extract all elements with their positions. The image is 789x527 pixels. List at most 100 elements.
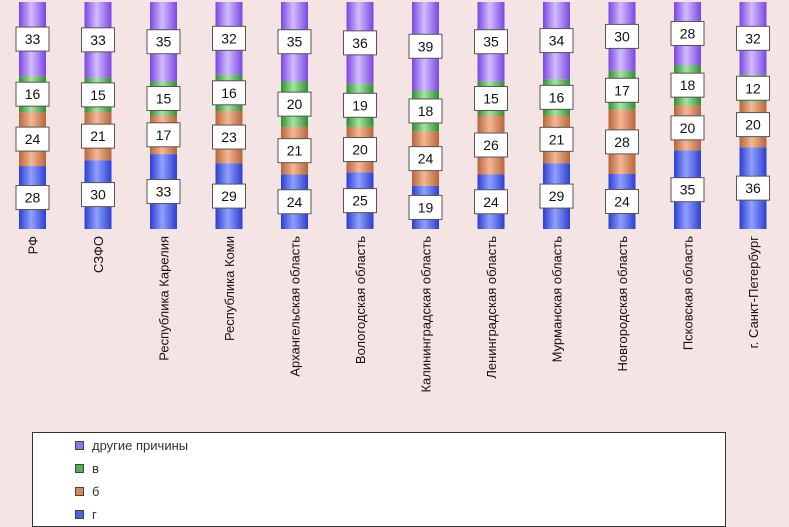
data-label: 20 [680,120,696,136]
data-label: 33 [156,184,172,200]
legend-label: другие причины [92,437,189,453]
data-label-box [146,122,181,148]
data-label: 24 [483,194,499,210]
data-label-box [736,75,770,101]
data-label: 23 [221,129,237,145]
data-label: 19 [352,97,368,113]
data-label-box [212,25,246,51]
data-label: 17 [614,82,630,98]
data-label-box [343,30,377,56]
data-label-box [474,189,508,215]
data-label: 15 [90,87,106,103]
data-label: 16 [549,89,565,105]
chart-legend: другие причины в б г [32,432,726,527]
data-label: 16 [221,85,237,101]
data-label-box [539,183,574,209]
data-label-box [670,177,705,203]
data-label: 28 [25,190,41,206]
data-label: 16 [25,86,41,102]
data-label: 32 [745,30,761,46]
data-label: 15 [483,90,499,106]
data-label: 26 [483,137,499,153]
data-label: 35 [483,34,499,50]
data-label: 20 [745,117,761,133]
legend-label: в [92,460,99,476]
data-label: 30 [90,187,106,203]
data-label-box [15,185,50,211]
data-label-box [474,29,508,55]
data-label: 32 [221,30,237,46]
legend-item-g: г [75,506,97,522]
data-label: 29 [221,188,237,204]
data-label-box [212,124,246,150]
data-label-box [736,112,770,138]
category-label: Псковская область [681,236,696,350]
data-label: 36 [352,35,368,51]
data-label-box [539,126,574,152]
data-label-box [81,182,115,208]
data-label: 39 [418,38,434,54]
data-label-box [146,85,181,111]
legend-swatch-v [75,463,84,473]
data-label: 18 [418,103,434,119]
data-label: 36 [745,180,761,196]
data-label: 21 [90,128,106,144]
data-label-box [670,72,705,98]
data-label: 28 [614,134,630,150]
data-label: 29 [549,188,565,204]
data-label-box [605,23,639,49]
data-label-box [408,146,443,172]
data-label: 24 [25,131,41,147]
data-label: 21 [287,143,303,159]
data-label-box [15,81,50,107]
data-label-box [81,82,115,108]
data-label-box [539,28,574,54]
data-label: 25 [352,193,368,209]
data-label: 12 [745,80,761,96]
category-label: Республика Коми [222,236,237,341]
data-label-box [408,33,443,59]
data-label: 24 [287,194,303,210]
data-label: 18 [680,77,696,93]
data-label: 35 [287,34,303,50]
data-label-box [474,85,508,111]
data-label: 17 [156,127,172,143]
data-label: 33 [90,32,106,48]
category-label: Калининградская область [419,236,434,393]
data-label: 35 [680,182,696,198]
data-label-box [15,26,50,52]
data-label-box [212,183,246,209]
category-label: г. Санкт-Петербург [746,236,761,349]
data-label: 30 [614,28,630,44]
category-label: РФ [26,236,41,255]
data-label-box [15,126,50,152]
data-label: 21 [549,131,565,147]
data-label-box [146,179,181,205]
legend-swatch-g [75,509,84,519]
data-label-box [343,92,377,118]
data-label-box [539,84,574,110]
data-label: 19 [418,199,434,215]
data-label: 28 [680,25,696,41]
category-label: Мурманская область [550,236,565,363]
data-label-box [408,98,443,124]
legend-swatch-b [75,486,84,496]
category-label: Архангельская область [288,236,303,377]
data-label-box [81,27,115,53]
data-label-box [146,29,181,55]
category-label: Вологодская область [353,236,368,364]
data-label: 24 [418,151,434,167]
data-label-box [81,123,115,149]
data-label-box [343,188,377,214]
data-label-box [736,25,770,51]
data-label-box [277,138,312,164]
category-label: Республика Карелия [157,236,172,361]
data-label-box [212,80,246,106]
data-label: 33 [25,31,41,47]
data-label-box [736,175,770,201]
category-label: Новгородская область [615,236,630,372]
data-label-box [277,91,312,117]
data-label-box [605,129,639,155]
data-label-box [408,194,443,220]
